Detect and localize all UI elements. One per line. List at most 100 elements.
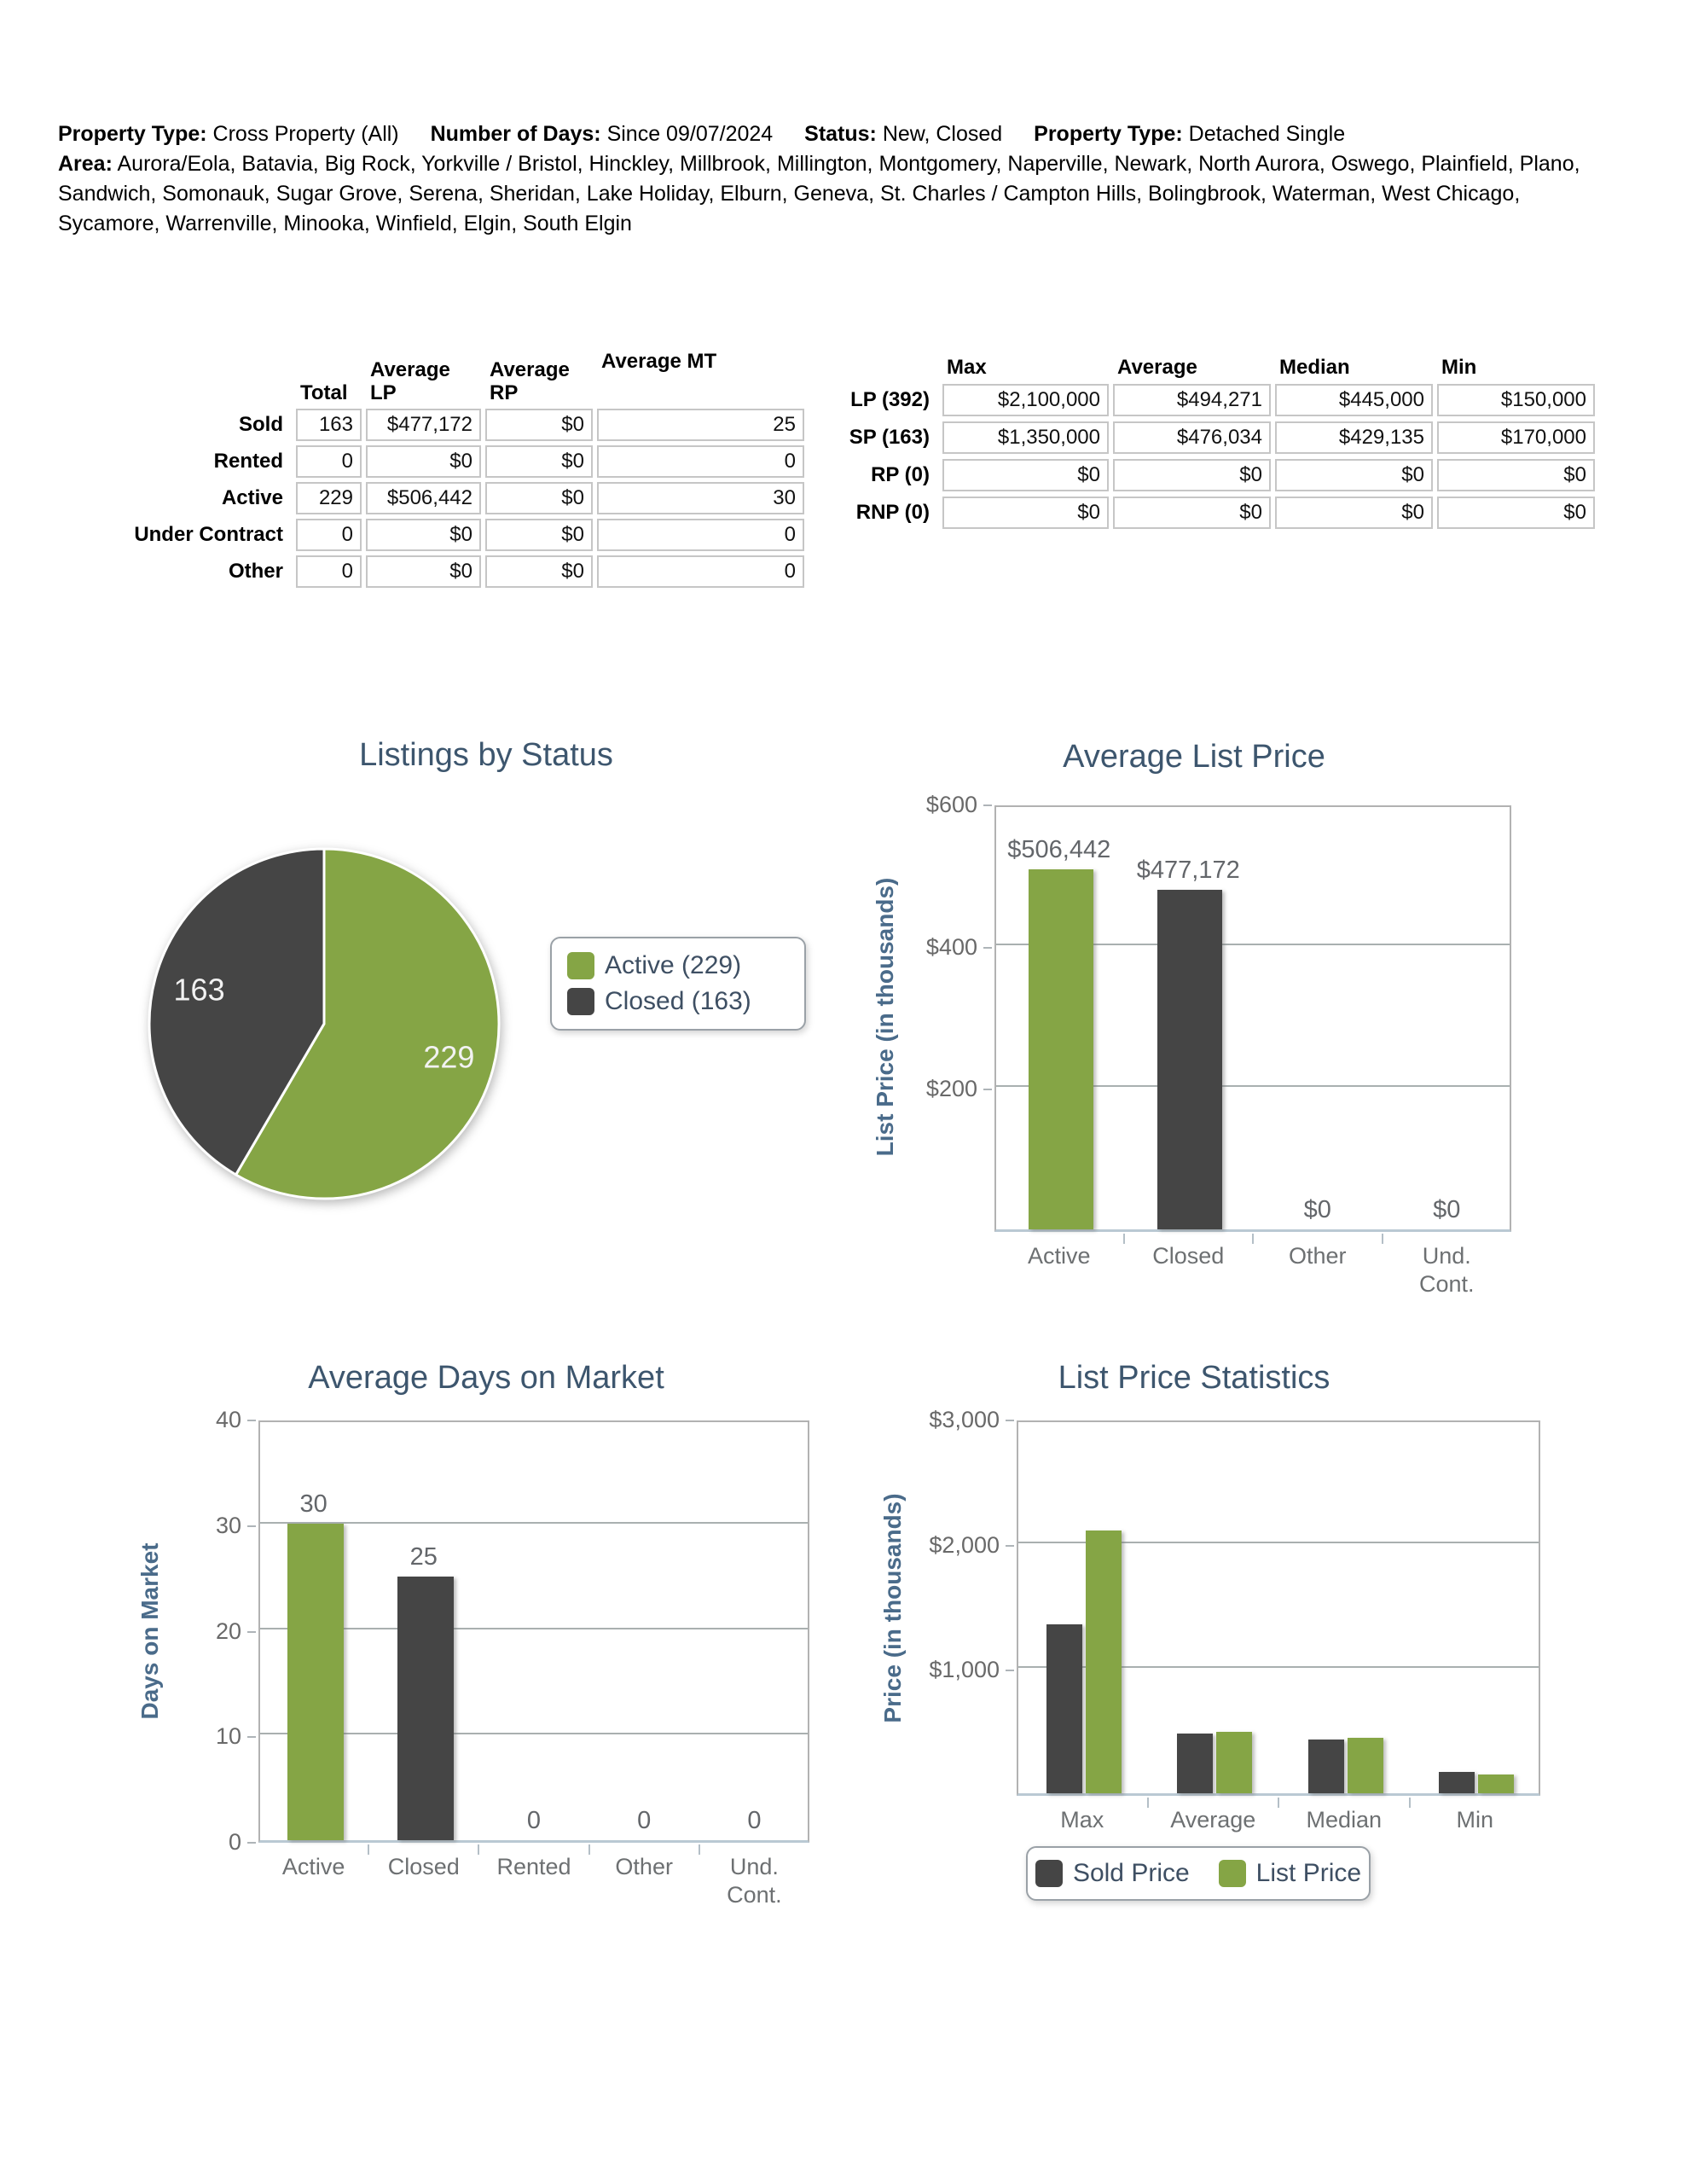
- table-cell: $1,350,000: [942, 421, 1109, 454]
- table-cell: $0: [942, 497, 1109, 529]
- summary-col-total: Total: [300, 381, 348, 404]
- x-category-label: Other: [615, 1854, 673, 1879]
- table-cell: $150,000: [1437, 384, 1595, 416]
- y-tick-mark: [247, 1525, 256, 1527]
- table-cell: 0: [597, 445, 804, 478]
- pie-slice-active: [235, 847, 501, 1200]
- legend-item: Sold Price: [1035, 1859, 1190, 1888]
- bar-value-label: 25: [409, 1542, 438, 1571]
- bar: [1157, 890, 1223, 1229]
- grid-line: [996, 943, 1510, 945]
- table-cell: $0: [1113, 459, 1271, 491]
- y-tick-mark: [1006, 1544, 1014, 1547]
- y-tick-mark: [983, 946, 992, 949]
- legend-label: Active (229): [605, 951, 742, 979]
- grid-line: [996, 1085, 1510, 1088]
- table-cell: $2,100,000: [942, 384, 1109, 416]
- table-cell: $0: [485, 482, 593, 514]
- grid-line: [260, 1733, 808, 1735]
- table-cell: 0: [597, 519, 804, 551]
- x-tick-mark: [698, 1844, 700, 1855]
- y-axis-label: List Price (in thousands): [872, 877, 898, 1157]
- y-tick-label: 0: [228, 1829, 241, 1855]
- bar-sold-price: [1177, 1734, 1214, 1793]
- list-price-statistics-chart: List Price Statistics Price (in thousand…: [853, 1355, 1586, 1952]
- y-tick-label: 40: [215, 1407, 241, 1432]
- bar-list-price: [1478, 1774, 1515, 1793]
- x-tick-mark: [478, 1844, 480, 1855]
- table-cell: 0: [597, 555, 804, 588]
- x-category-label: Closed: [1152, 1243, 1225, 1269]
- listings-by-status-chart: Listings by Status 229 163 Active (229) Cl…: [128, 732, 827, 1244]
- y-tick-mark: [983, 1089, 992, 1091]
- row-label-other: Other: [228, 560, 283, 583]
- x-category-label: Und. Cont.: [727, 1854, 782, 1908]
- status-label: Status:: [804, 122, 877, 146]
- y-tick-mark: [983, 804, 992, 806]
- table-cell: $494,271: [1113, 384, 1271, 416]
- y-tick-mark: [1006, 1670, 1014, 1672]
- x-category-label: Average: [1170, 1807, 1256, 1833]
- table-cell: $477,172: [366, 409, 481, 441]
- x-category-label: Max: [1060, 1807, 1104, 1833]
- y-tick-label: 20: [215, 1618, 241, 1644]
- x-tick-mark: [1252, 1234, 1254, 1244]
- table-cell: $506,442: [366, 482, 481, 514]
- series-legend: Sold Price List Price: [1026, 1846, 1371, 1901]
- x-category-label: Other: [1288, 1243, 1347, 1269]
- pie-legend: Active (229) Closed (163): [550, 937, 806, 1031]
- x-tick-mark: [1278, 1798, 1279, 1808]
- table-cell: $429,135: [1275, 421, 1433, 454]
- x-category-label: Und. Cont.: [1418, 1243, 1475, 1297]
- pie-slice-label: 229: [423, 1040, 474, 1075]
- bar-sold-price: [1439, 1772, 1475, 1793]
- summary-col-average-lp: Average LP: [370, 358, 450, 404]
- y-tick-label: $3,000: [929, 1407, 1000, 1432]
- y-tick-mark: [247, 1736, 256, 1739]
- summary-col-average-rp: Average RP: [490, 358, 570, 404]
- y-tick-mark: [247, 1842, 256, 1844]
- y-tick-label: $400: [925, 933, 977, 960]
- y-tick-label: $2,000: [929, 1531, 1000, 1558]
- row-label-sp: SP (163): [849, 426, 930, 449]
- x-category-label: Active: [1027, 1243, 1091, 1269]
- table-cell: $0: [1275, 459, 1433, 491]
- number-of-days-label: Number of Days:: [430, 122, 601, 146]
- row-label-under-contract: Under Contract: [134, 523, 283, 546]
- table-cell: $0: [366, 519, 481, 551]
- table-cell: 30: [597, 482, 804, 514]
- filters-line: Property Type: Cross Property (All) Numb…: [58, 119, 1612, 149]
- property-type-value: Cross Property (All): [212, 122, 399, 146]
- legend-item: Active (229): [567, 951, 804, 980]
- bar: [1028, 868, 1093, 1229]
- property-type-label: Property Type:: [58, 122, 207, 146]
- property-type2-label: Property Type:: [1034, 122, 1183, 146]
- table-cell: $0: [485, 519, 593, 551]
- pie-slice-closed: [148, 847, 326, 1176]
- table-cell: $476,034: [1113, 421, 1271, 454]
- stats-corner: [810, 350, 938, 379]
- area-label: Area:: [58, 152, 113, 176]
- report-header: Property Type: Cross Property (All) Numb…: [58, 119, 1612, 239]
- plot-area: [994, 805, 1511, 1232]
- legend-swatch: [1218, 1860, 1246, 1887]
- y-tick-mark: [247, 1420, 256, 1421]
- plot-area: [1017, 1420, 1540, 1796]
- table-cell: $0: [485, 445, 593, 478]
- bar-list-price: [1216, 1731, 1253, 1793]
- x-category-label: Median: [1306, 1807, 1383, 1833]
- table-cell: $170,000: [1437, 421, 1595, 454]
- y-tick-label: $600: [925, 792, 977, 817]
- summary-table: Total Average LP Average RP Average MT S…: [94, 350, 804, 588]
- x-tick-mark: [588, 1844, 590, 1855]
- area-line: Area: Aurora/Eola, Batavia, Big Rock, Yo…: [58, 149, 1612, 239]
- legend-swatch: [567, 952, 594, 979]
- x-category-label: Active: [281, 1854, 345, 1879]
- table-cell: $0: [1113, 497, 1271, 529]
- row-label-rnp: RNP (0): [855, 501, 930, 524]
- bar-list-price: [1085, 1531, 1122, 1793]
- table-cell: $0: [1437, 459, 1595, 491]
- legend-swatch: [1035, 1860, 1063, 1887]
- row-label-rp: RP (0): [871, 463, 930, 486]
- x-tick-mark: [1146, 1798, 1149, 1808]
